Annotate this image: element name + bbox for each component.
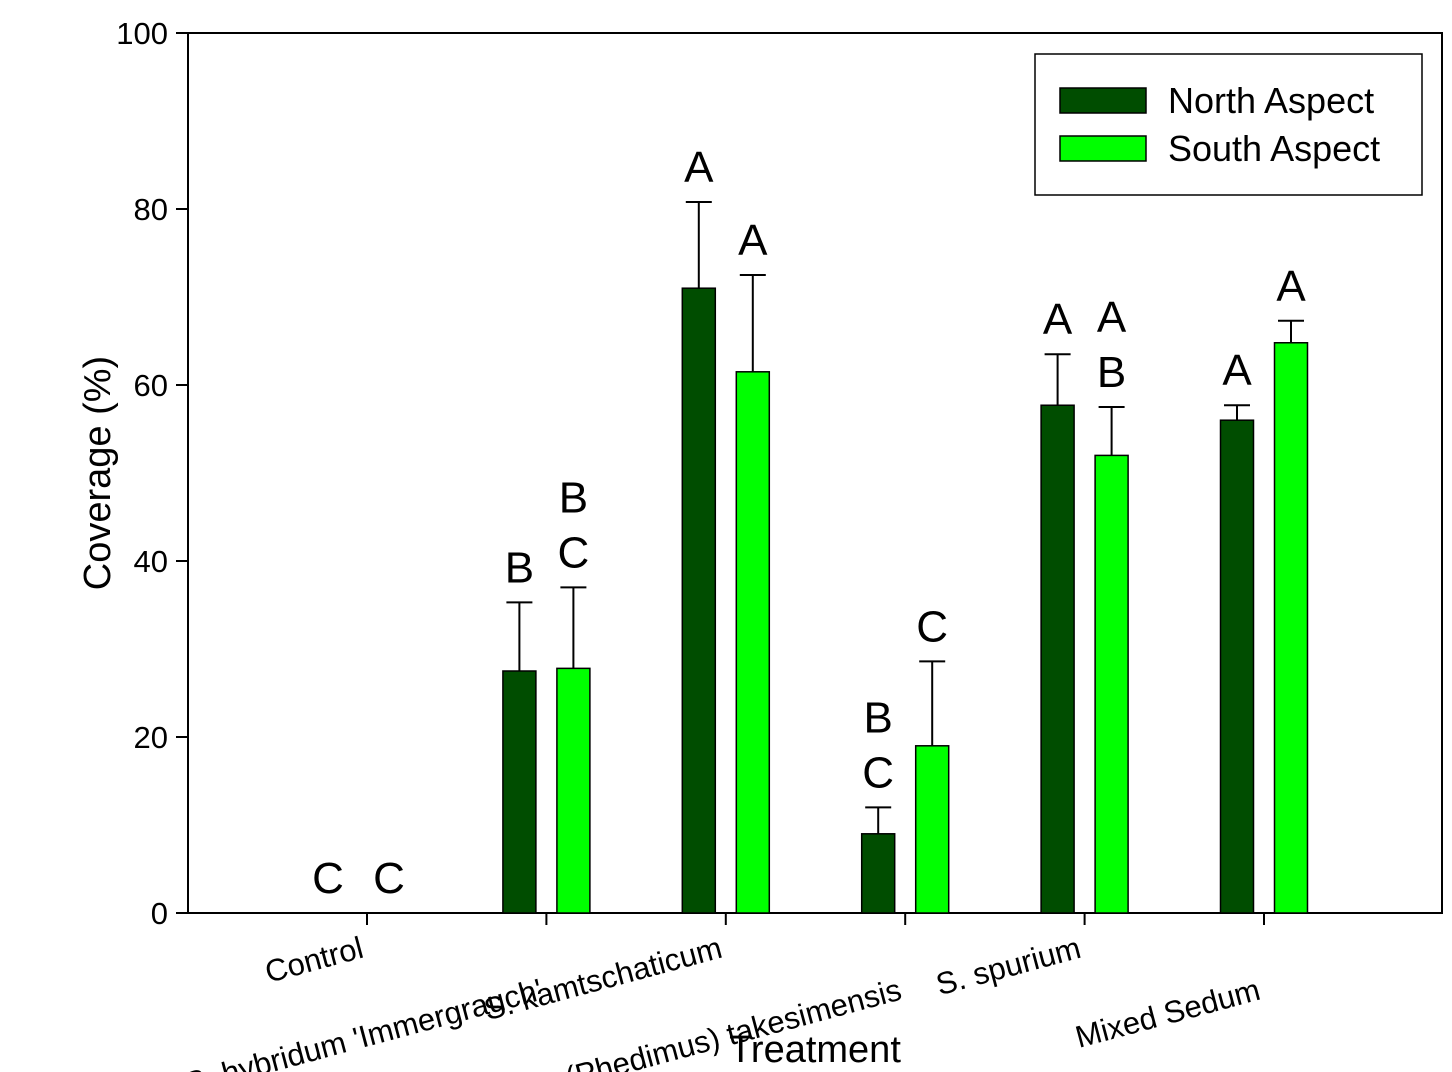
significance-letter: C bbox=[312, 854, 344, 903]
significance-letter: C bbox=[916, 602, 948, 651]
y-tick-label: 100 bbox=[116, 16, 168, 51]
error-bars bbox=[506, 200, 1304, 834]
bar bbox=[556, 667, 591, 914]
significance-letter: C bbox=[558, 528, 590, 577]
bar bbox=[1273, 342, 1309, 914]
significance-letter: B bbox=[505, 543, 534, 592]
bar bbox=[860, 833, 896, 914]
y-tick-label: 20 bbox=[134, 720, 168, 755]
legend: North Aspect South Aspect bbox=[1034, 53, 1423, 196]
legend-label: North Aspect bbox=[1168, 80, 1374, 121]
bar bbox=[1040, 404, 1075, 914]
plot-frame bbox=[187, 32, 1443, 914]
bar bbox=[1219, 419, 1255, 914]
y-tick-label: 80 bbox=[134, 192, 168, 227]
legend-label: South Aspect bbox=[1168, 128, 1380, 169]
legend-swatch bbox=[1059, 87, 1147, 114]
significance-letter: C bbox=[373, 854, 405, 903]
significance-letter: A bbox=[1097, 293, 1127, 342]
significance-letter: C bbox=[862, 748, 894, 797]
significance-letter: A bbox=[684, 143, 714, 192]
y-tick-label: 60 bbox=[134, 368, 168, 403]
y-axis-title: Coverage (%) bbox=[77, 356, 119, 590]
significance-letter: A bbox=[1043, 295, 1073, 344]
bars bbox=[502, 287, 1309, 914]
legend-swatch bbox=[1059, 135, 1147, 162]
significance-letter: B bbox=[864, 693, 893, 742]
category-label: Control bbox=[261, 930, 367, 990]
significance-letter: B bbox=[559, 473, 588, 522]
legend-box bbox=[1034, 53, 1423, 196]
bar bbox=[1094, 454, 1129, 914]
significance-letter: A bbox=[1222, 346, 1252, 395]
x-axis-title: Treatment bbox=[729, 1029, 901, 1071]
significance-letter: A bbox=[738, 216, 768, 265]
significance-letter: B bbox=[1097, 348, 1126, 397]
bar bbox=[681, 287, 717, 914]
bar bbox=[502, 670, 537, 914]
category-label: S. spurium bbox=[932, 930, 1084, 1002]
y-tick-label: 40 bbox=[134, 544, 168, 579]
bar bbox=[914, 745, 950, 914]
y-axis: 0 20 40 60 80 100 bbox=[116, 16, 188, 931]
y-tick-label: 0 bbox=[151, 896, 168, 931]
category-label: Mixed Sedum bbox=[1072, 972, 1264, 1055]
bar bbox=[735, 371, 771, 914]
significance-letter: A bbox=[1276, 262, 1306, 311]
